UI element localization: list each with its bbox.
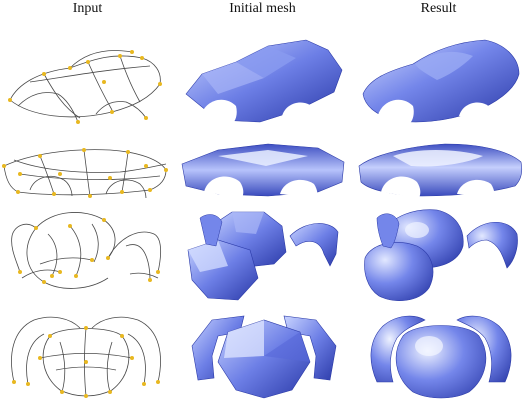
column-header-input: Input: [72, 1, 103, 16]
initial-mesh-car-front: [181, 143, 345, 198]
input-sketch-car-side: [8, 50, 162, 124]
input-sketch-elephant-three-quarter: [11, 212, 162, 289]
input-sketch-car-front: [2, 148, 168, 199]
column-header-result: Result: [420, 1, 457, 16]
initial-mesh-car-side: [185, 39, 343, 126]
column-header-initial-mesh: Initial mesh: [229, 1, 296, 16]
result-car-side: [362, 39, 520, 126]
input-sketch-elephant-front: [11, 316, 161, 398]
result-elephant-three-quarter: [364, 209, 518, 301]
result-elephant-front: [370, 315, 512, 399]
initial-mesh-elephant-front: [191, 315, 337, 399]
result-car-front: [358, 143, 523, 198]
initial-mesh-elephant-three-quarter: [187, 211, 339, 301]
